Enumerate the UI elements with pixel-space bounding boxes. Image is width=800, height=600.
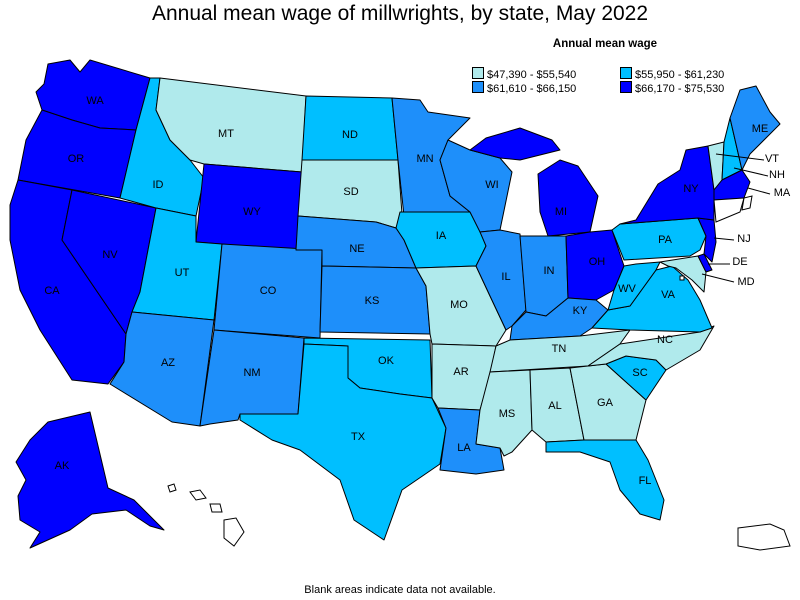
state-label-WA: WA xyxy=(86,95,104,107)
state-label-NH: NH xyxy=(769,169,785,181)
state-label-OK: OK xyxy=(378,355,395,367)
state-label-NE: NE xyxy=(349,243,364,255)
state-label-MS: MS xyxy=(499,408,516,420)
state-label-NJ: NJ xyxy=(737,233,750,245)
state-label-ME: ME xyxy=(752,123,769,135)
state-label-KY: KY xyxy=(573,305,588,317)
leader-NJ xyxy=(713,237,735,241)
state-label-MA: MA xyxy=(774,187,791,199)
state-label-MN: MN xyxy=(416,153,433,165)
state-label-OR: OR xyxy=(68,153,85,165)
state-label-NV: NV xyxy=(102,249,118,261)
state-label-PA: PA xyxy=(658,234,673,246)
state-FL[interactable] xyxy=(545,439,665,521)
state-label-WY: WY xyxy=(243,206,261,218)
state-label-SD: SD xyxy=(343,186,358,198)
legend-swatch-4 xyxy=(620,81,632,93)
state-MI[interactable] xyxy=(469,127,599,237)
map-title: Annual mean wage of millwrights, by stat… xyxy=(151,2,649,25)
state-label-FL: FL xyxy=(639,475,652,487)
state-DE[interactable] xyxy=(697,253,713,273)
state-label-IN: IN xyxy=(544,265,555,277)
legend-item-4: $66,170 - $75,530 xyxy=(620,81,724,95)
state-label-AZ: AZ xyxy=(161,357,175,369)
footnote: Blank areas indicate data not available. xyxy=(304,584,496,596)
state-ND[interactable] xyxy=(301,95,399,161)
legend-swatch-3 xyxy=(472,81,484,93)
state-AZ[interactable] xyxy=(109,311,215,427)
state-label-SC: SC xyxy=(632,367,647,379)
state-label-MD: MD xyxy=(737,276,754,288)
state-label-VA: VA xyxy=(661,289,676,301)
state-NC[interactable] xyxy=(587,325,715,371)
state-label-NC: NC xyxy=(657,334,673,346)
state-label-CO: CO xyxy=(260,285,277,297)
state-label-MI: MI xyxy=(555,206,567,218)
leader-MA xyxy=(747,187,771,195)
state-label-IA: IA xyxy=(436,230,447,242)
state-label-LA: LA xyxy=(457,442,471,454)
state-WV[interactable] xyxy=(607,261,661,311)
state-label-TX: TX xyxy=(351,431,366,443)
state-label-IL: IL xyxy=(501,271,510,283)
state-label-KS: KS xyxy=(365,295,380,307)
state-label-CA: CA xyxy=(44,285,60,297)
state-label-MO: MO xyxy=(450,299,468,311)
legend-label-3: $61,610 - $66,150 xyxy=(487,83,577,95)
legend-title: Annual mean wage xyxy=(552,38,658,50)
state-label-MT: MT xyxy=(218,128,234,140)
legend-item-1: $47,390 - $55,540 xyxy=(472,67,576,81)
state-ME[interactable] xyxy=(729,85,781,171)
state-label-UT: UT xyxy=(175,267,190,279)
leader-MD xyxy=(701,273,735,283)
state-label-AL: AL xyxy=(548,400,561,412)
state-DC[interactable] xyxy=(679,275,685,281)
legend-label-1: $47,390 - $55,540 xyxy=(487,69,577,81)
state-label-AK: AK xyxy=(55,460,70,472)
state-label-OH: OH xyxy=(589,256,606,268)
legend-swatch-1 xyxy=(472,67,484,79)
state-label-ID: ID xyxy=(153,179,164,191)
puerto-rico xyxy=(737,523,791,551)
legend-item-3: $61,610 - $66,150 xyxy=(472,81,576,95)
hawaii-islands xyxy=(167,483,245,547)
state-label-ND: ND xyxy=(342,129,358,141)
legend-swatch-2 xyxy=(620,67,632,79)
legend-label-2: $55,950 - $61,230 xyxy=(635,69,725,81)
state-label-WI: WI xyxy=(485,179,498,191)
state-label-NY: NY xyxy=(683,183,699,195)
state-NY[interactable] xyxy=(619,145,715,225)
state-label-VT: VT xyxy=(765,153,779,165)
state-RI[interactable] xyxy=(741,195,753,211)
state-IL[interactable] xyxy=(475,229,527,331)
state-label-GA: GA xyxy=(597,397,614,409)
state-label-AR: AR xyxy=(453,366,468,378)
leader-NH xyxy=(733,167,769,177)
legend-label-4: $66,170 - $75,530 xyxy=(635,83,725,95)
state-label-TN: TN xyxy=(552,343,567,355)
state-label-NM: NM xyxy=(243,367,260,379)
state-AK[interactable] xyxy=(15,411,165,549)
leader-VT xyxy=(715,153,765,161)
state-label-DE: DE xyxy=(732,256,747,268)
state-TX[interactable] xyxy=(239,343,447,541)
state-CT[interactable] xyxy=(713,197,745,223)
legend-item-2: $55,950 - $61,230 xyxy=(620,67,724,81)
state-label-WV: WV xyxy=(618,283,636,295)
